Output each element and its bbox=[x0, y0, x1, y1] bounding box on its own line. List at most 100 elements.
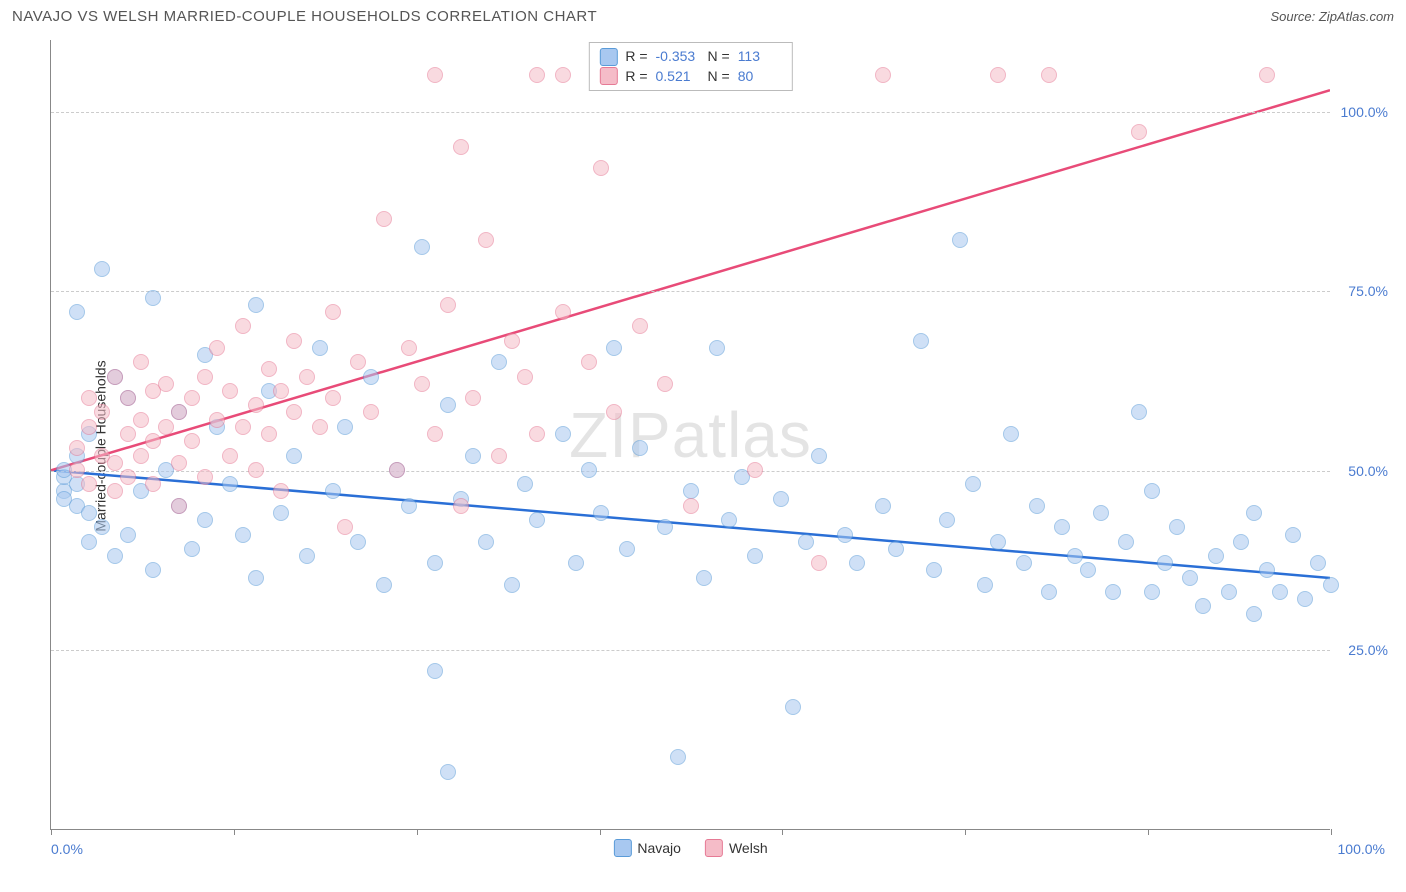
data-point bbox=[478, 232, 494, 248]
data-point bbox=[81, 534, 97, 550]
data-point bbox=[158, 376, 174, 392]
gridline bbox=[51, 650, 1330, 651]
data-point bbox=[81, 505, 97, 521]
data-point bbox=[1157, 555, 1173, 571]
data-point bbox=[107, 369, 123, 385]
data-point bbox=[1029, 498, 1045, 514]
data-point bbox=[1246, 505, 1262, 521]
data-point bbox=[235, 527, 251, 543]
data-point bbox=[312, 419, 328, 435]
stats-row-welsh: R = 0.521 N = 80 bbox=[599, 67, 781, 87]
data-point bbox=[798, 534, 814, 550]
x-tick bbox=[782, 829, 783, 835]
watermark: ZIPatlas bbox=[569, 398, 812, 472]
data-point bbox=[120, 426, 136, 442]
data-point bbox=[555, 67, 571, 83]
chart-area: ZIPatlas R = -0.353 N = 113 R = 0.521 N … bbox=[50, 40, 1330, 830]
navajo-legend-swatch-icon bbox=[613, 839, 631, 857]
data-point bbox=[145, 433, 161, 449]
gridline bbox=[51, 291, 1330, 292]
data-point bbox=[222, 383, 238, 399]
x-tick bbox=[600, 829, 601, 835]
data-point bbox=[81, 419, 97, 435]
data-point bbox=[1323, 577, 1339, 593]
data-point bbox=[133, 448, 149, 464]
data-point bbox=[619, 541, 635, 557]
data-point bbox=[453, 498, 469, 514]
data-point bbox=[1093, 505, 1109, 521]
data-point bbox=[81, 476, 97, 492]
data-point bbox=[145, 290, 161, 306]
data-point bbox=[1003, 426, 1019, 442]
data-point bbox=[529, 426, 545, 442]
data-point bbox=[555, 304, 571, 320]
data-point bbox=[427, 555, 443, 571]
data-point bbox=[286, 404, 302, 420]
data-point bbox=[1041, 67, 1057, 83]
data-point bbox=[593, 505, 609, 521]
stats-row-navajo: R = -0.353 N = 113 bbox=[599, 47, 781, 67]
data-point bbox=[1233, 534, 1249, 550]
data-point bbox=[427, 663, 443, 679]
data-point bbox=[606, 404, 622, 420]
data-point bbox=[363, 369, 379, 385]
data-point bbox=[1105, 584, 1121, 600]
data-point bbox=[248, 297, 264, 313]
data-point bbox=[350, 354, 366, 370]
data-point bbox=[184, 433, 200, 449]
data-point bbox=[1144, 584, 1160, 600]
data-point bbox=[133, 412, 149, 428]
gridline bbox=[51, 112, 1330, 113]
data-point bbox=[94, 261, 110, 277]
data-point bbox=[747, 548, 763, 564]
y-tick-label: 50.0% bbox=[1348, 463, 1388, 479]
data-point bbox=[581, 462, 597, 478]
chart-header: NAVAJO VS WELSH MARRIED-COUPLE HOUSEHOLD… bbox=[0, 0, 1406, 29]
data-point bbox=[1259, 67, 1275, 83]
data-point bbox=[120, 527, 136, 543]
data-point bbox=[465, 390, 481, 406]
data-point bbox=[491, 354, 507, 370]
data-point bbox=[811, 448, 827, 464]
data-point bbox=[747, 462, 763, 478]
data-point bbox=[376, 577, 392, 593]
data-point bbox=[593, 160, 609, 176]
data-point bbox=[1297, 591, 1313, 607]
data-point bbox=[939, 512, 955, 528]
data-point bbox=[1285, 527, 1301, 543]
data-point bbox=[926, 562, 942, 578]
data-point bbox=[427, 426, 443, 442]
data-point bbox=[107, 455, 123, 471]
data-point bbox=[875, 498, 891, 514]
data-point bbox=[529, 67, 545, 83]
data-point bbox=[350, 534, 366, 550]
data-point bbox=[325, 483, 341, 499]
data-point bbox=[440, 397, 456, 413]
data-point bbox=[440, 297, 456, 313]
data-point bbox=[990, 67, 1006, 83]
stat-r-navajo: -0.353 bbox=[656, 47, 700, 67]
data-point bbox=[1144, 483, 1160, 499]
data-point bbox=[504, 577, 520, 593]
data-point bbox=[568, 555, 584, 571]
data-point bbox=[325, 390, 341, 406]
data-point bbox=[248, 397, 264, 413]
data-point bbox=[363, 404, 379, 420]
data-point bbox=[209, 340, 225, 356]
data-point bbox=[235, 318, 251, 334]
data-point bbox=[1272, 584, 1288, 600]
data-point bbox=[1310, 555, 1326, 571]
data-point bbox=[69, 304, 85, 320]
welsh-swatch-icon bbox=[599, 67, 617, 85]
data-point bbox=[171, 498, 187, 514]
data-point bbox=[171, 404, 187, 420]
data-point bbox=[1118, 534, 1134, 550]
data-point bbox=[888, 541, 904, 557]
stat-r-label: R = bbox=[625, 47, 647, 67]
data-point bbox=[632, 440, 648, 456]
data-point bbox=[581, 354, 597, 370]
data-point bbox=[401, 498, 417, 514]
data-point bbox=[1221, 584, 1237, 600]
data-point bbox=[94, 404, 110, 420]
data-point bbox=[261, 426, 277, 442]
